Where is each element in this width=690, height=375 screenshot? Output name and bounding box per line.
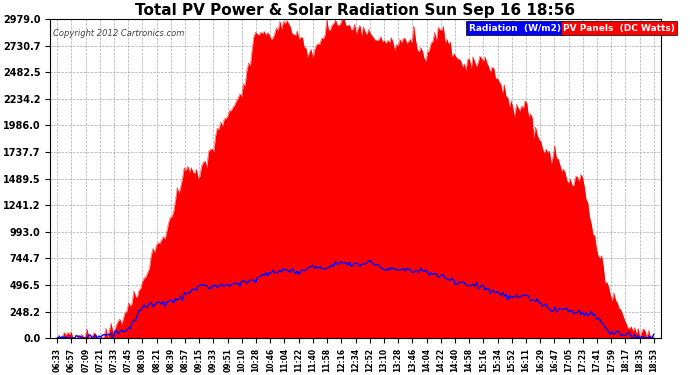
Text: Copyright 2012 Cartronics.com: Copyright 2012 Cartronics.com [53, 28, 184, 38]
Text: Radiation  (W/m2): Radiation (W/m2) [469, 24, 560, 33]
Text: PV Panels  (DC Watts): PV Panels (DC Watts) [563, 24, 675, 33]
Title: Total PV Power & Solar Radiation Sun Sep 16 18:56: Total PV Power & Solar Radiation Sun Sep… [135, 3, 575, 18]
